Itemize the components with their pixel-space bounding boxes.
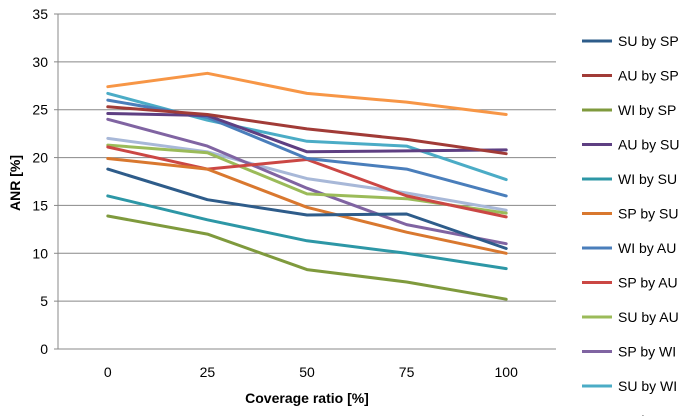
legend-label: WI by SP — [618, 102, 676, 118]
series-line — [106, 71, 508, 116]
series-line — [106, 214, 508, 301]
axes — [57, 14, 556, 350]
gridlines — [54, 13, 556, 350]
series-line — [106, 117, 508, 246]
x-tick-label: 50 — [299, 364, 315, 380]
y-tick-label: 15 — [32, 197, 48, 213]
legend-label: AU by SP — [618, 68, 679, 84]
legend-label: SU by AU — [618, 309, 679, 325]
series-line — [106, 105, 508, 156]
x-tick-label: 75 — [399, 364, 415, 380]
series-lines — [106, 71, 508, 301]
series-line — [106, 136, 508, 212]
x-tick-labels: 0 25 50 75 100 — [104, 364, 518, 380]
y-axis-title: ANR [%] — [7, 155, 23, 211]
legend-label: AU by WI — [618, 413, 677, 416]
y-tick-label: 25 — [32, 102, 48, 118]
legend-label: SU by SP — [618, 33, 679, 49]
series-line — [106, 157, 508, 255]
series-line — [106, 167, 508, 250]
legend-label: SP by AU — [618, 275, 678, 291]
series-line — [106, 194, 508, 271]
y-tick-label: 5 — [40, 293, 48, 309]
y-tick-labels: 0 5 10 15 20 25 30 35 — [32, 6, 48, 357]
legend-label: SP by WI — [618, 344, 676, 360]
legend-label: WI by AU — [618, 240, 676, 256]
x-tick-label: 100 — [495, 364, 519, 380]
legend-label: AU by SU — [618, 137, 679, 153]
x-tick-label: 25 — [200, 364, 216, 380]
x-axis-title: Coverage ratio [%] — [245, 390, 369, 406]
legend-label: SU by WI — [618, 378, 677, 394]
legend: SU by SP AU by SP WI by SP AU by SU WI by SU… — [582, 33, 679, 416]
legend-label: WI by SU — [618, 171, 677, 187]
legend-label: SP by SU — [618, 206, 678, 222]
y-tick-label: 30 — [32, 54, 48, 70]
series-line — [106, 112, 508, 154]
y-tick-label: 20 — [32, 150, 48, 166]
y-tick-label: 10 — [32, 245, 48, 261]
y-tick-label: 0 — [40, 341, 48, 357]
x-tick-label: 0 — [104, 364, 112, 380]
y-tick-label: 35 — [32, 6, 48, 22]
